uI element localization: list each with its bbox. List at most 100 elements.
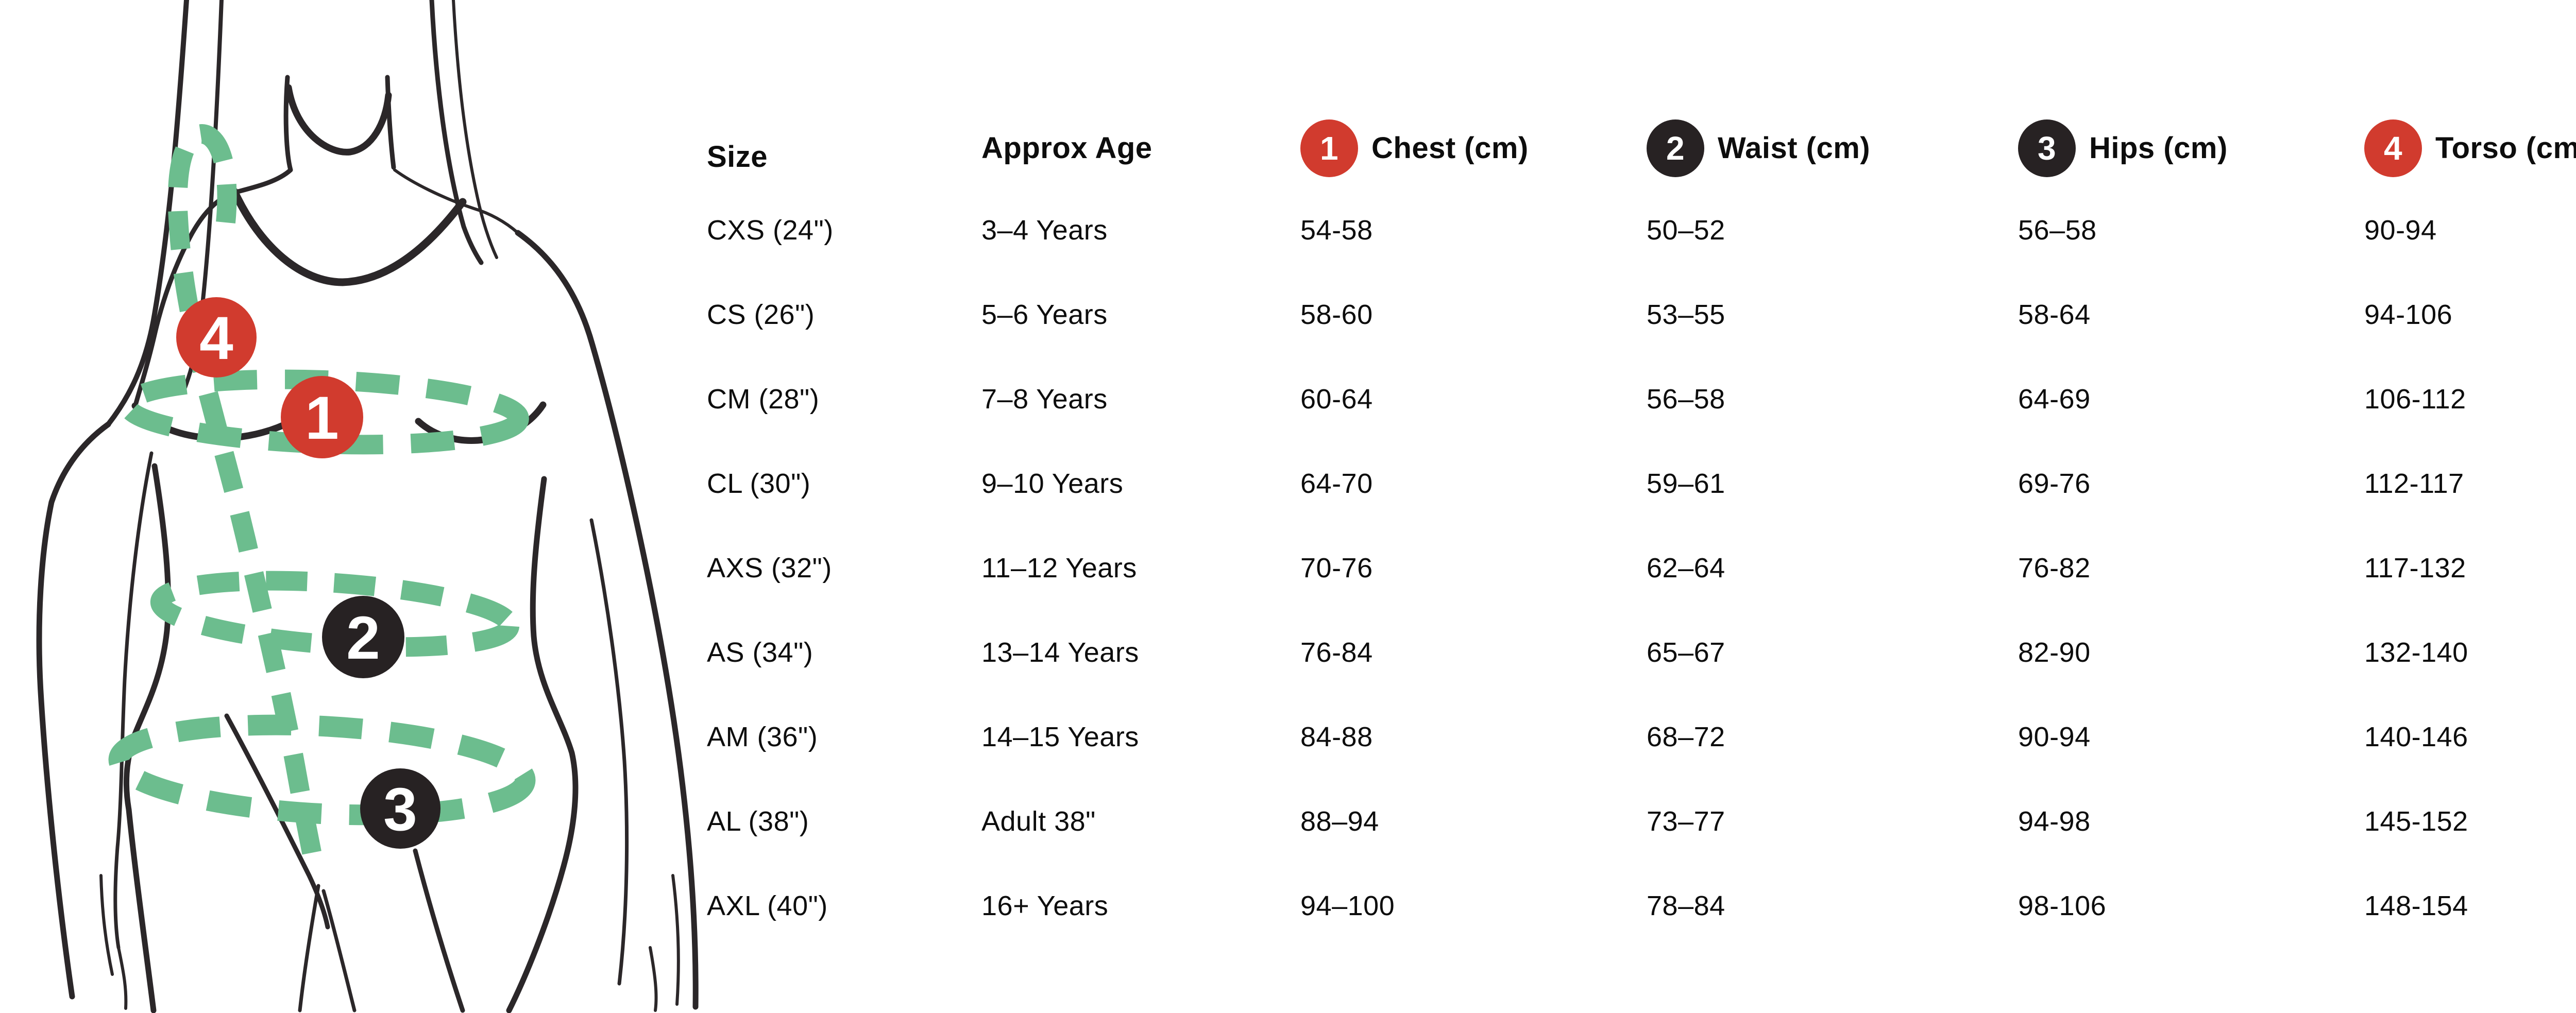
cell-waist-row1: 50–52: [1647, 215, 1725, 246]
column-label: Approx Age: [981, 131, 1153, 165]
cell-torso-row1: 90-94: [2364, 215, 2437, 246]
right-arm-inner-line: [589, 518, 629, 986]
chest-badge-1: 1: [1300, 119, 1358, 177]
column-waist: 2 Waist (cm) 50–52 53–55 56–58 59–61 62–64 65–6…: [1647, 108, 1935, 948]
cell-torso-row2: 94-106: [2364, 299, 2453, 330]
cell-chest-row1: 54-58: [1300, 215, 1373, 246]
right-wrist-line: [671, 874, 680, 1006]
cell-hips-row6: 82-90: [2018, 637, 2091, 668]
badge-number: 2: [346, 604, 380, 672]
left-arm-outer-line: [36, 421, 111, 1000]
hair-right-outer-line: [429, 0, 484, 265]
cell-size-row2: CS (26"): [707, 299, 815, 330]
hair-left-outer-line: [106, 0, 189, 427]
column-size: Size CXS (24") CS (26") CM (28") CL (30") AXS…: [707, 108, 995, 948]
left-arm-inner-line: [113, 451, 154, 950]
waist-badge-2: 2: [1647, 119, 1704, 177]
cell-waist-row6: 65–67: [1647, 637, 1725, 668]
cell-torso-row5: 117-132: [2364, 553, 2466, 583]
cell-size-row3: CM (28"): [707, 384, 820, 415]
cell-waist-row9: 78–84: [1647, 890, 1725, 921]
chin-neck-curve: [285, 84, 392, 156]
cell-waist-row2: 53–55: [1647, 299, 1725, 330]
badge-circle: [281, 376, 363, 458]
hair-right-inner-line: [452, 0, 498, 259]
column-header-waist: 2 Waist (cm): [1647, 108, 1935, 188]
cell-hips-row2: 58-64: [2018, 299, 2091, 330]
column-label: Size: [707, 140, 768, 174]
cell-waist-row7: 68–72: [1647, 722, 1725, 752]
column-header-torso: 4 Torso (cm): [2364, 108, 2576, 188]
column-header-size: Size: [707, 108, 995, 188]
badge-circle: [322, 596, 404, 678]
cell-age-row4: 9–10 Years: [981, 468, 1124, 499]
cell-torso-row3: 106-112: [2364, 384, 2466, 415]
cell-size-row8: AL (38"): [707, 806, 809, 837]
body-figure-svg: 1 2 3 4: [36, 0, 699, 1013]
figure-badge-3-hips: 3: [360, 768, 440, 849]
cell-age-row3: 7–8 Years: [981, 384, 1108, 415]
cell-chest-row6: 76-84: [1300, 637, 1373, 668]
neckline-curve: [230, 187, 467, 286]
figure-badge-4-torso: 4: [176, 297, 257, 377]
body-measurement-diagram: 1 2 3 4: [0, 0, 716, 1013]
cell-chest-row5: 70-76: [1300, 553, 1373, 583]
cell-age-row9: 16+ Years: [981, 890, 1109, 921]
column-header-age: Approx Age: [981, 108, 1270, 188]
cell-hips-row8: 94-98: [2018, 806, 2091, 837]
cell-chest-row8: 88–94: [1300, 806, 1379, 837]
column-age: Approx Age 3–4 Years 5–6 Years 7–8 Years 9–1…: [981, 108, 1270, 948]
cell-age-row1: 3–4 Years: [981, 215, 1108, 246]
cell-size-row7: AM (36"): [707, 722, 818, 752]
cell-waist-row4: 59–61: [1647, 468, 1725, 499]
right-arm-outer-line: [515, 230, 699, 1010]
column-hips: 3 Hips (cm) 56–58 58-64 64-69 69-76 76-82 82-90…: [2018, 108, 2307, 948]
cell-torso-row9: 148-154: [2364, 890, 2468, 921]
cell-age-row8: Adult 38": [981, 806, 1096, 837]
cell-age-row2: 5–6 Years: [981, 299, 1108, 330]
cell-age-row5: 11–12 Years: [981, 553, 1137, 583]
right-torso-hip-leg-line: [506, 476, 579, 1013]
cell-chest-row4: 64-70: [1300, 468, 1373, 499]
hips-line: [108, 714, 536, 826]
inner-right-leg-line: [321, 889, 357, 1012]
cell-hips-row3: 64-69: [2018, 384, 2091, 415]
cell-torso-row4: 112-117: [2364, 468, 2464, 499]
cell-hips-row9: 98-106: [2018, 890, 2107, 921]
cell-hips-row5: 76-82: [2018, 553, 2091, 583]
figure-badge-2-waist: 2: [322, 596, 404, 678]
cell-size-row6: AS (34"): [707, 637, 814, 668]
column-label: Torso (cm): [2435, 131, 2576, 165]
right-thigh-line: [413, 848, 465, 1013]
cell-waist-row3: 56–58: [1647, 384, 1725, 415]
column-torso: 4 Torso (cm) 90-94 94-106 106-112 112-117 117-…: [2364, 108, 2576, 948]
body-outline: [36, 0, 699, 1013]
cell-chest-row2: 58-60: [1300, 299, 1373, 330]
cell-hips-row1: 56–58: [2018, 215, 2097, 246]
left-shoulder-torso-line: [132, 75, 293, 409]
badge-number: 3: [383, 776, 417, 844]
left-hand-line: [117, 946, 128, 1010]
column-header-hips: 3 Hips (cm): [2018, 108, 2307, 188]
cell-waist-row5: 62–64: [1647, 553, 1725, 583]
left-wrist-line: [99, 874, 114, 976]
cell-size-row5: AXS (32"): [707, 553, 832, 583]
inner-left-leg-line: [298, 884, 320, 1012]
cell-torso-row7: 140-146: [2364, 722, 2468, 752]
hips-badge-3: 3: [2018, 119, 2076, 177]
badge-number: 1: [305, 384, 339, 452]
waist-line: [150, 571, 520, 657]
column-label: Waist (cm): [1718, 131, 1871, 165]
cell-size-row4: CL (30"): [707, 468, 811, 499]
cell-torso-row6: 132-140: [2364, 637, 2468, 668]
cell-age-row7: 14–15 Years: [981, 722, 1139, 752]
cell-size-row9: AXL (40"): [707, 890, 828, 921]
right-shoulder-line: [393, 168, 519, 234]
cell-chest-row3: 60-64: [1300, 384, 1373, 415]
badge-number: 4: [199, 304, 233, 372]
column-label: Chest (cm): [1371, 131, 1529, 165]
cell-chest-row7: 84-88: [1300, 722, 1373, 752]
cell-torso-row8: 145-152: [2364, 806, 2468, 837]
cell-age-row6: 13–14 Years: [981, 637, 1139, 668]
